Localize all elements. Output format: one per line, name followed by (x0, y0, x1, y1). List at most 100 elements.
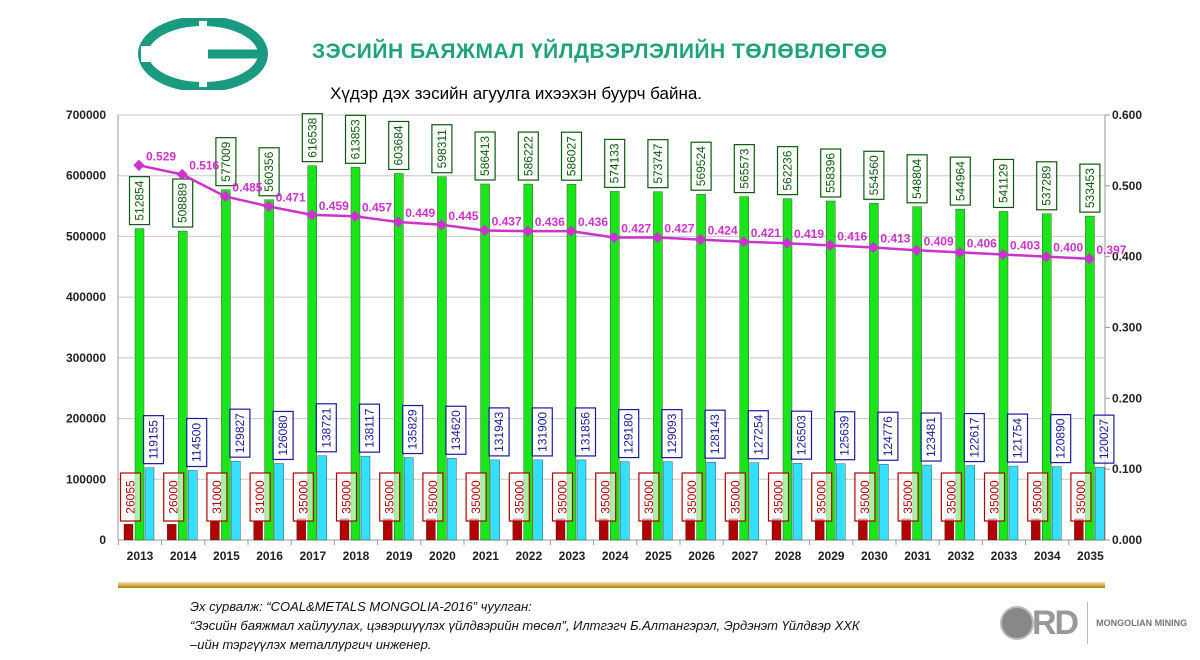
x-tick-label: 2015 (213, 549, 240, 563)
y2-tick-label: 0.200 (1112, 391, 1142, 405)
y2-tick-label: 0.300 (1112, 321, 1142, 335)
cyan-data-label: 126080 (276, 415, 290, 455)
cyan-label-box (1006, 413, 1029, 463)
red-data-label: 35000 (685, 480, 699, 514)
red-label-box (811, 472, 833, 522)
x-tick-label: 2029 (818, 549, 845, 563)
red-data-label: 35000 (383, 480, 397, 514)
red-bar (944, 518, 954, 541)
grade-data-label: 0.529 (146, 149, 176, 163)
red-data-label: 35000 (772, 480, 786, 514)
grade-data-label: 0.516 (189, 159, 219, 173)
cyan-label-box (1050, 414, 1072, 464)
grade-data-label: 0.419 (794, 227, 824, 241)
grade-point (651, 231, 664, 244)
divider (1087, 602, 1089, 644)
grade-point (176, 168, 188, 181)
grade-point (565, 225, 577, 237)
green-label-box (733, 144, 755, 194)
red-label-box (206, 472, 228, 522)
cyan-bar (404, 457, 414, 541)
green-label-box (820, 148, 842, 198)
cyan-data-label: 125639 (838, 415, 852, 455)
cyan-data-label: 124776 (881, 416, 895, 456)
brand-name: MONGOLIAN MINING (1096, 618, 1188, 628)
y-tick-label: 700000 (66, 108, 106, 122)
brand-logo: RD MONGOLIAN MINING (1000, 602, 1187, 644)
cyan-label-box (747, 410, 769, 460)
grade-data-label: 0.436 (578, 215, 608, 229)
red-label-box (422, 472, 444, 522)
red-data-label: 26000 (167, 480, 181, 514)
cyan-label-box (272, 410, 294, 461)
grade-data-label: 0.403 (1010, 239, 1040, 253)
green-bar (696, 194, 706, 541)
source-line: –ийн тэргүүлэх металлургич инженер. (190, 637, 432, 652)
cyan-bar (1095, 466, 1105, 541)
x-tick-label: 2035 (1077, 549, 1104, 563)
chart: 0 100000 200000 300000 400000 500000 600000 700… (66, 108, 1142, 588)
red-data-label: 35000 (599, 480, 613, 514)
green-data-label: 569524 (694, 146, 708, 186)
x-tick-label: 2032 (947, 549, 974, 563)
red-bar (815, 518, 825, 541)
red-data-label: 35000 (340, 480, 354, 514)
grade-data-label: 0.457 (362, 200, 392, 214)
grade-point (435, 219, 448, 231)
cyan-bar (965, 465, 975, 541)
green-data-label: 562236 (781, 150, 795, 190)
cyan-label-box (315, 403, 337, 453)
green-data-label: 586027 (565, 136, 579, 176)
green-label-box (388, 120, 410, 171)
mountain-icon (1000, 606, 1034, 640)
red-data-label: 35000 (512, 480, 526, 514)
red-bar (1030, 518, 1041, 541)
cyan-label-box (618, 408, 640, 459)
cyan-bar (317, 455, 327, 541)
red-label-box (724, 472, 746, 522)
chart-title: Хүдэр дэх зэсийн агуулга ихээхэн буурч б… (330, 84, 703, 103)
red-data-label: 35000 (728, 480, 742, 514)
page-title: ЗЭСИЙН БАЯЖМАЛ ҮЙЛДВЭРЛЭЛИЙН ТӨЛӨВЛӨГӨӨ (312, 40, 888, 63)
green-label-box (560, 131, 583, 181)
grade-data-label: 0.427 (664, 222, 694, 236)
source-line: Эх сурвалж: “COAL&METALS MONGOLIA-2016” … (190, 599, 532, 614)
x-tick-label: 2034 (1034, 549, 1061, 563)
red-data-label: 35000 (296, 480, 310, 514)
cyan-label-box (142, 415, 165, 465)
green-bar (869, 203, 879, 541)
grade-data-label: 0.459 (319, 199, 349, 213)
cyan-bar (360, 455, 371, 541)
green-data-label: 616538 (305, 117, 319, 157)
grade-point (694, 234, 707, 246)
y-tick-label: 0 (99, 533, 106, 547)
green-label-box (517, 131, 539, 181)
green-bar (998, 211, 1009, 541)
red-label-box (854, 472, 876, 522)
grade-data-label: 0.437 (492, 214, 522, 228)
cyan-data-label: 129180 (622, 413, 636, 453)
cyan-data-label: 114500 (190, 423, 204, 462)
green-label-box (1036, 161, 1058, 211)
grade-data-label: 0.409 (924, 234, 954, 248)
grade-data-label: 0.427 (621, 222, 651, 236)
red-data-label: 35000 (901, 480, 915, 514)
green-data-label: 512854 (133, 180, 147, 220)
grade-data-label: 0.471 (276, 190, 306, 204)
cyan-data-label: 127254 (751, 414, 765, 454)
cyan-label-box (661, 409, 683, 459)
red-label-box (897, 472, 919, 522)
cyan-bar (187, 470, 198, 541)
cyan-bar (1008, 465, 1019, 541)
green-bar (1041, 213, 1052, 541)
y-tick-label: 100000 (66, 472, 106, 486)
grade-point (781, 237, 793, 249)
y2-tick-label: 0.000 (1112, 533, 1142, 547)
green-data-label: 574133 (608, 143, 622, 183)
green-bar (1085, 215, 1095, 541)
red-data-label: 26055 (124, 480, 138, 514)
x-tick-label: 2018 (343, 549, 370, 563)
grade-data-label: 0.416 (837, 229, 867, 243)
separator-bar (118, 582, 1105, 588)
green-label-box (647, 139, 669, 189)
